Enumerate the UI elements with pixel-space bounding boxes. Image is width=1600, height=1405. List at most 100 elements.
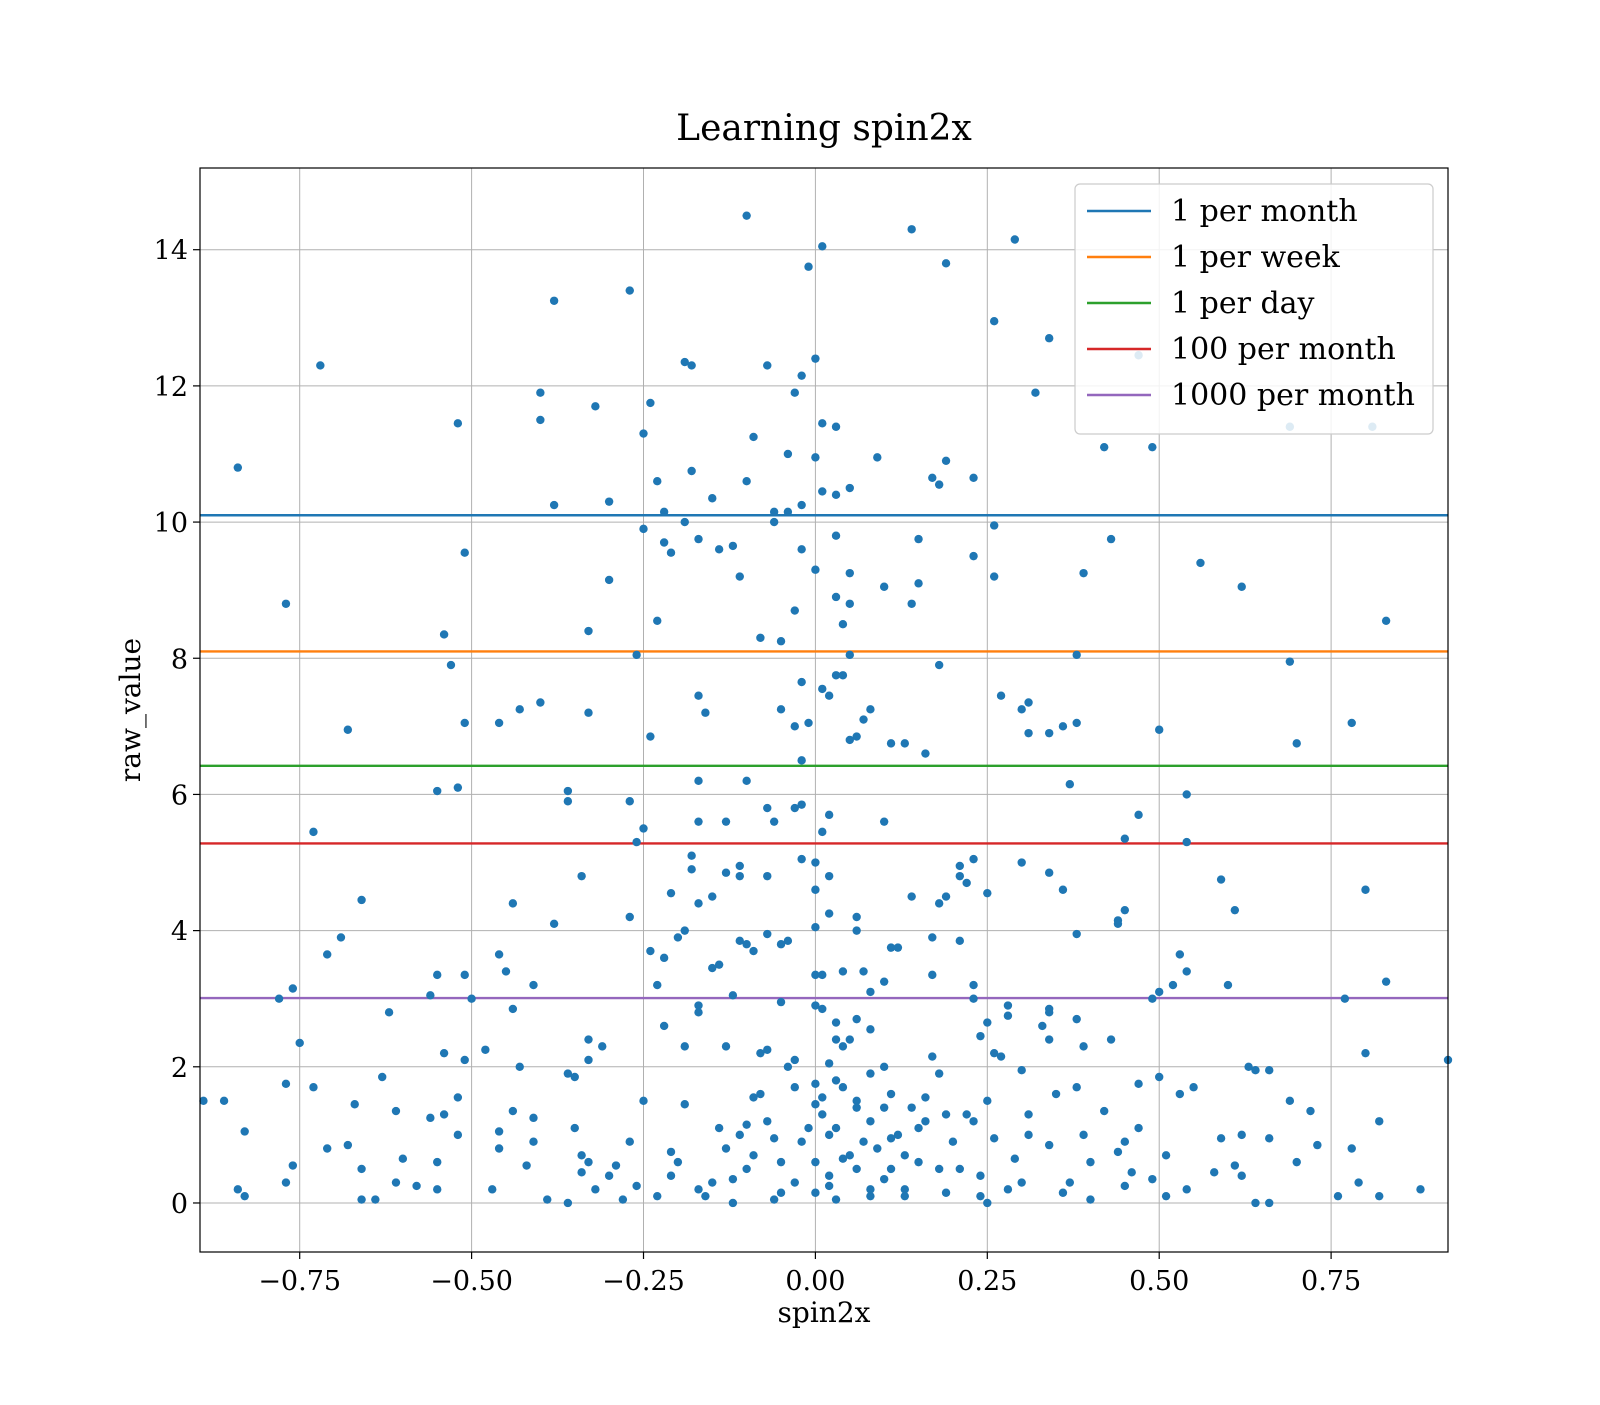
scatter-point bbox=[797, 371, 806, 380]
scatter-point bbox=[1230, 905, 1240, 915]
scatter-point bbox=[708, 494, 717, 503]
scatter-point bbox=[460, 970, 469, 980]
scatter-point bbox=[838, 1083, 848, 1092]
scatter-point bbox=[928, 473, 937, 483]
scatter-point bbox=[735, 871, 744, 881]
scatter-point bbox=[1148, 1174, 1157, 1184]
scatter-point bbox=[714, 545, 724, 554]
scatter-point bbox=[316, 361, 325, 370]
scatter-point bbox=[694, 899, 703, 908]
scatter-point bbox=[948, 1137, 958, 1146]
scatter-point bbox=[426, 991, 435, 1000]
scatter-point bbox=[433, 1185, 442, 1194]
scatter-point bbox=[508, 899, 518, 908]
scatter-point bbox=[1285, 657, 1295, 666]
scatter-point bbox=[1017, 1065, 1026, 1075]
scatter-point bbox=[893, 1130, 903, 1140]
scatter-point bbox=[1182, 967, 1191, 976]
scatter-point bbox=[1216, 875, 1226, 884]
scatter-point bbox=[941, 1110, 951, 1119]
scatter-point bbox=[934, 660, 944, 670]
scatter-point bbox=[749, 1151, 758, 1160]
scatter-point bbox=[831, 422, 841, 431]
scatter-point bbox=[907, 1103, 916, 1112]
scatter-point bbox=[756, 633, 765, 643]
scatter-point bbox=[790, 606, 799, 615]
scatter-point bbox=[776, 997, 786, 1007]
scatter-point bbox=[1024, 1110, 1033, 1119]
scatter-point bbox=[1148, 994, 1157, 1003]
scatter-point bbox=[694, 817, 703, 826]
scatter-point bbox=[866, 1117, 875, 1126]
scatter-point bbox=[921, 749, 930, 758]
scatter-point bbox=[969, 551, 978, 561]
scatter-point bbox=[646, 398, 655, 408]
scatter-point bbox=[639, 824, 648, 833]
scatter-point bbox=[1044, 1140, 1054, 1150]
scatter-point bbox=[811, 453, 820, 462]
scatter-point bbox=[584, 626, 593, 636]
y-tick-label: 6 bbox=[171, 780, 188, 811]
scatter-point bbox=[852, 1103, 861, 1112]
scatter-point bbox=[666, 1171, 676, 1180]
scatter-point bbox=[378, 1072, 387, 1082]
scatter-point bbox=[873, 1144, 882, 1153]
scatter-point bbox=[1072, 718, 1081, 728]
scatter-point bbox=[941, 259, 951, 268]
scatter-point bbox=[976, 1171, 985, 1180]
scatter-point bbox=[907, 225, 916, 234]
scatter-point bbox=[453, 783, 463, 792]
scatter-point bbox=[199, 1096, 208, 1106]
scatter-point bbox=[955, 871, 965, 881]
axis-ticks: −0.75 −0.50 −0.25 0.00 0.25 0.50 0.75 0 2 4 6 8 10 12… bbox=[154, 236, 1362, 1297]
scatter-point bbox=[281, 1079, 291, 1089]
scatter-point bbox=[1306, 1106, 1315, 1116]
scatter-point bbox=[886, 1164, 896, 1174]
scatter-point bbox=[831, 1195, 841, 1204]
scatter-point bbox=[1003, 1001, 1013, 1010]
scatter-point bbox=[646, 732, 655, 741]
scatter-point bbox=[824, 1181, 834, 1191]
scatter-point bbox=[577, 871, 586, 881]
y-tick-label: 4 bbox=[171, 917, 188, 948]
scatter-point bbox=[687, 466, 696, 476]
scatter-point bbox=[969, 994, 978, 1003]
scatter-point bbox=[1031, 388, 1040, 397]
scatter-point bbox=[625, 1137, 634, 1146]
scatter-point bbox=[879, 1103, 889, 1112]
scatter-point bbox=[1079, 1130, 1088, 1140]
scatter-point bbox=[866, 987, 875, 997]
scatter-point bbox=[536, 698, 545, 707]
scatter-point bbox=[879, 977, 889, 986]
scatter-point bbox=[529, 1137, 538, 1146]
scatter-point bbox=[288, 984, 298, 993]
x-tick-label: 0.00 bbox=[785, 1266, 845, 1297]
scatter-point bbox=[701, 1191, 710, 1201]
scatter-point bbox=[914, 534, 923, 544]
scatter-point bbox=[955, 861, 965, 871]
scatter-point bbox=[687, 361, 696, 370]
scatter-point bbox=[680, 357, 689, 367]
scatter-point bbox=[309, 827, 318, 837]
scatter-point bbox=[742, 776, 751, 786]
scatter-point bbox=[591, 402, 600, 411]
scatter-point bbox=[763, 1117, 772, 1126]
scatter-point bbox=[790, 803, 799, 813]
scatter-point bbox=[240, 1191, 249, 1201]
scatter-point bbox=[845, 1035, 854, 1044]
scatter-point bbox=[659, 1021, 669, 1031]
scatter-point bbox=[611, 1161, 621, 1170]
scatter-point bbox=[1017, 705, 1026, 714]
scatter-point bbox=[1120, 1181, 1130, 1191]
x-tick-label: 0.25 bbox=[957, 1266, 1017, 1297]
scatter-point bbox=[391, 1106, 401, 1116]
scatter-point bbox=[494, 718, 504, 728]
scatter-point bbox=[886, 1134, 896, 1143]
scatter-point bbox=[1017, 1178, 1026, 1187]
legend-label: 100 per month bbox=[1171, 332, 1396, 367]
scatter-point bbox=[694, 1185, 703, 1194]
scatter-point bbox=[536, 388, 545, 397]
scatter-point bbox=[577, 1151, 586, 1160]
scatter-point bbox=[460, 548, 469, 557]
